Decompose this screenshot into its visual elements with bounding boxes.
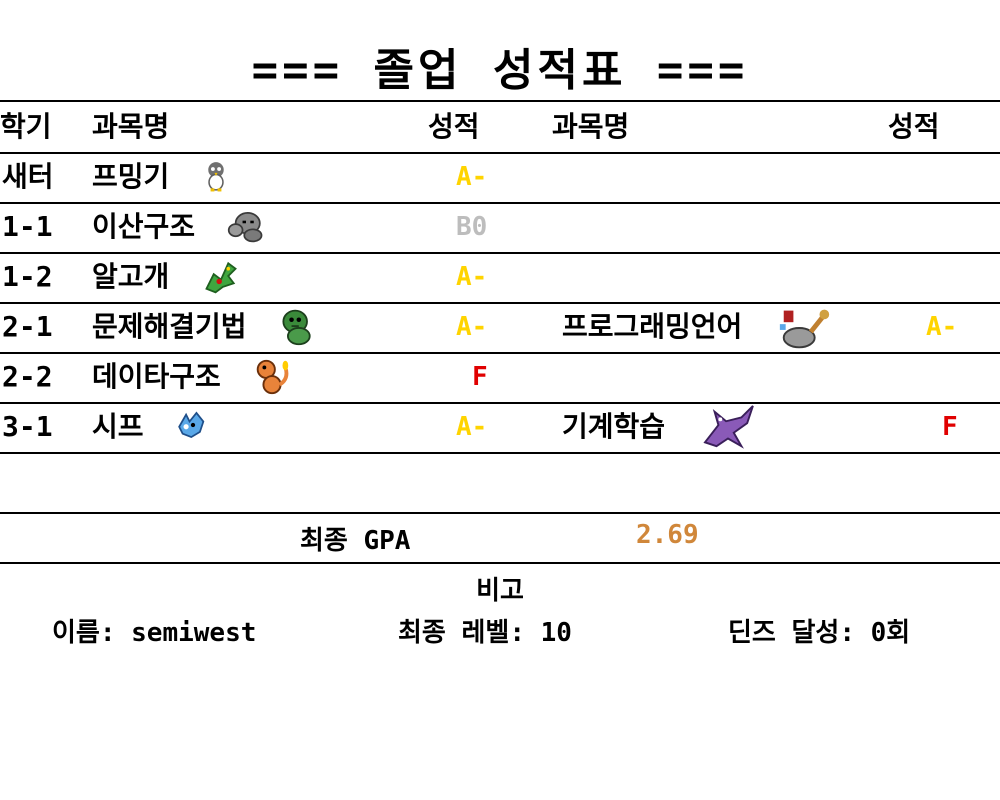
purple-dragon-sprite-icon (699, 404, 754, 449)
report-title: === 졸업 성적표 === (251, 45, 749, 96)
row-semester: 새터 (2, 160, 54, 193)
row-course-1: 이산구조 (92, 210, 196, 243)
row-course-1: 알고개 (92, 260, 170, 293)
table-top-rule (0, 100, 1000, 102)
row-grade-1: A- (456, 262, 488, 292)
notes-dinz: 딘즈 달성: 0회 (728, 618, 911, 648)
notes-name: 이름: semiwest (52, 618, 257, 648)
header-grade-2: 성적 (888, 110, 940, 143)
row-course-1: 시프 (92, 410, 144, 443)
row-semester: 1-1 (2, 210, 53, 243)
row-grade-1: F (472, 362, 488, 392)
row-grade-1: B0 (456, 212, 488, 242)
row-rule (0, 302, 1000, 304)
row-rule (0, 402, 1000, 404)
row-semester: 1-2 (2, 260, 53, 293)
notes-heading: 비고 (476, 576, 524, 606)
row-grade-1: A- (456, 412, 488, 442)
header-rule (0, 152, 1000, 154)
row-semester: 3-1 (2, 410, 53, 443)
gpa-bottom-rule (0, 562, 1000, 564)
notes-level: 최종 레벨: 10 (398, 618, 572, 648)
gpa-value: 2.69 (636, 520, 699, 550)
bulbasaur-sprite-icon (277, 306, 321, 350)
row-rule (0, 452, 1000, 454)
gpa-label: 최종 GPA (300, 526, 411, 556)
piplup-sprite-icon (199, 156, 243, 200)
row-rule (0, 352, 1000, 354)
geodude-sprite-icon (225, 206, 269, 250)
rayquaza-sprite-icon (199, 256, 243, 300)
row-semester: 2-2 (2, 360, 53, 393)
rock-crab-sprite-icon (776, 304, 830, 349)
row-course-1: 데이타구조 (92, 360, 221, 393)
blue-fox-sprite-icon (174, 406, 218, 450)
header-course-1: 과목명 (92, 110, 170, 143)
row-grade-1: A- (456, 162, 488, 192)
row-grade-2: A- (926, 312, 958, 342)
row-course-2: 기계학습 (562, 410, 666, 443)
header-grade-1: 성적 (428, 110, 480, 143)
row-course-1: 프밍기 (92, 160, 170, 193)
gpa-top-rule (0, 512, 1000, 514)
row-rule (0, 202, 1000, 204)
row-course-1: 문제해결기법 (92, 310, 247, 343)
row-semester: 2-1 (2, 310, 53, 343)
row-course-2: 프로그래밍언어 (562, 310, 743, 343)
charmander-sprite-icon (251, 356, 295, 400)
header-course-2: 과목명 (552, 110, 630, 143)
header-semester: 학기 (0, 110, 52, 143)
row-rule (0, 252, 1000, 254)
row-grade-2: F (942, 412, 958, 442)
row-grade-1: A- (456, 312, 488, 342)
